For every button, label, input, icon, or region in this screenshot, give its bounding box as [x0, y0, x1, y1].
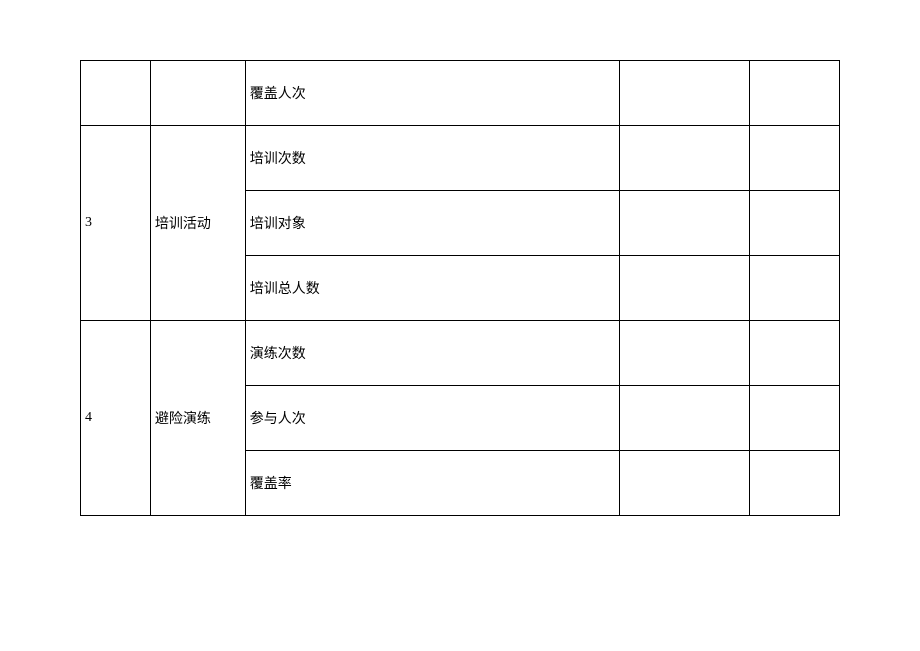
cell-value — [620, 126, 750, 191]
cell-value — [750, 321, 840, 386]
cell-value — [620, 386, 750, 451]
cell-blank — [81, 61, 151, 126]
cell-blank — [150, 61, 245, 126]
cell-value — [620, 191, 750, 256]
cell-metric: 覆盖率 — [245, 451, 619, 516]
cell-value — [750, 451, 840, 516]
cell-metric: 演练次数 — [245, 321, 619, 386]
cell-value — [750, 256, 840, 321]
data-table: 覆盖人次 3 培训活动 培训次数 培训对象 培训总人数 4 避险演练 演练次数 … — [80, 60, 840, 516]
cell-metric: 培训总人数 — [245, 256, 619, 321]
table-row: 3 培训活动 培训次数 — [81, 126, 840, 191]
cell-index: 3 — [81, 126, 151, 321]
cell-category: 避险演练 — [150, 321, 245, 516]
cell-value — [620, 61, 750, 126]
cell-value — [750, 191, 840, 256]
cell-value — [750, 386, 840, 451]
cell-value — [620, 321, 750, 386]
cell-metric: 培训对象 — [245, 191, 619, 256]
table-row: 覆盖人次 — [81, 61, 840, 126]
cell-metric: 培训次数 — [245, 126, 619, 191]
cell-index: 4 — [81, 321, 151, 516]
cell-metric: 参与人次 — [245, 386, 619, 451]
cell-value — [620, 451, 750, 516]
cell-value — [750, 126, 840, 191]
cell-value — [620, 256, 750, 321]
cell-value — [750, 61, 840, 126]
table-row: 4 避险演练 演练次数 — [81, 321, 840, 386]
cell-category: 培训活动 — [150, 126, 245, 321]
cell-metric: 覆盖人次 — [245, 61, 619, 126]
